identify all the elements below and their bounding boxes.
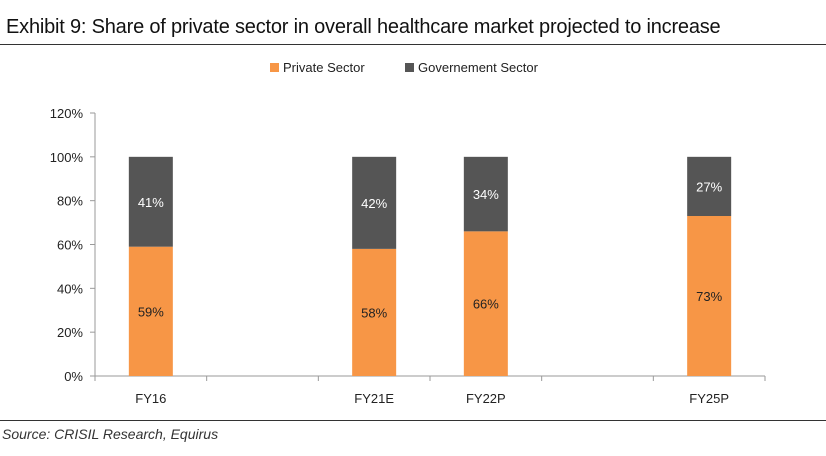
y-tick-label: 120% (50, 106, 84, 121)
government-sector-bar (463, 156, 508, 232)
private-sector-bar (128, 246, 173, 376)
legend-label-private: Private Sector (283, 60, 365, 75)
chart-title: Exhibit 9: Share of private sector in ov… (6, 16, 721, 38)
y-tick-label: 100% (50, 150, 84, 165)
government-sector-bar (352, 156, 397, 249)
private-sector-bar (687, 216, 732, 376)
private-sector-bar (463, 231, 508, 376)
title-rule (0, 44, 826, 45)
private-sector-data-label: 73% (696, 289, 722, 304)
legend-swatch-government (405, 63, 414, 72)
government-sector-bar (687, 156, 732, 217)
y-tick-label: 40% (57, 281, 83, 296)
government-sector-data-label: 27% (696, 179, 722, 194)
x-tick-label: FY22P (466, 391, 506, 406)
government-sector-bar (128, 156, 173, 247)
government-sector-data-label: 42% (361, 196, 387, 211)
x-tick-label: FY25P (689, 391, 729, 406)
government-sector-data-label: 34% (473, 187, 499, 202)
footer-rule (0, 420, 826, 421)
y-tick-label: 20% (57, 325, 83, 340)
legend-swatch-private (270, 63, 279, 72)
private-sector-bar (352, 248, 397, 376)
y-tick-label: 60% (57, 238, 83, 253)
y-tick-label: 80% (57, 194, 83, 209)
stacked-bar-chart: 0% 20% 40% 60% 80% 100% 120% 59% 41% FY16 58% 42% FY… (50, 60, 766, 406)
legend-label-government: Governement Sector (418, 60, 539, 75)
source-note: Source: CRISIL Research, Equirus (2, 426, 219, 442)
private-sector-data-label: 59% (138, 304, 164, 319)
x-tick-label: FY16 (135, 391, 166, 406)
government-sector-data-label: 41% (138, 195, 164, 210)
private-sector-data-label: 66% (473, 297, 499, 312)
private-sector-data-label: 58% (361, 305, 387, 320)
x-tick-label: FY21E (354, 391, 394, 406)
y-tick-label: 0% (64, 369, 83, 384)
